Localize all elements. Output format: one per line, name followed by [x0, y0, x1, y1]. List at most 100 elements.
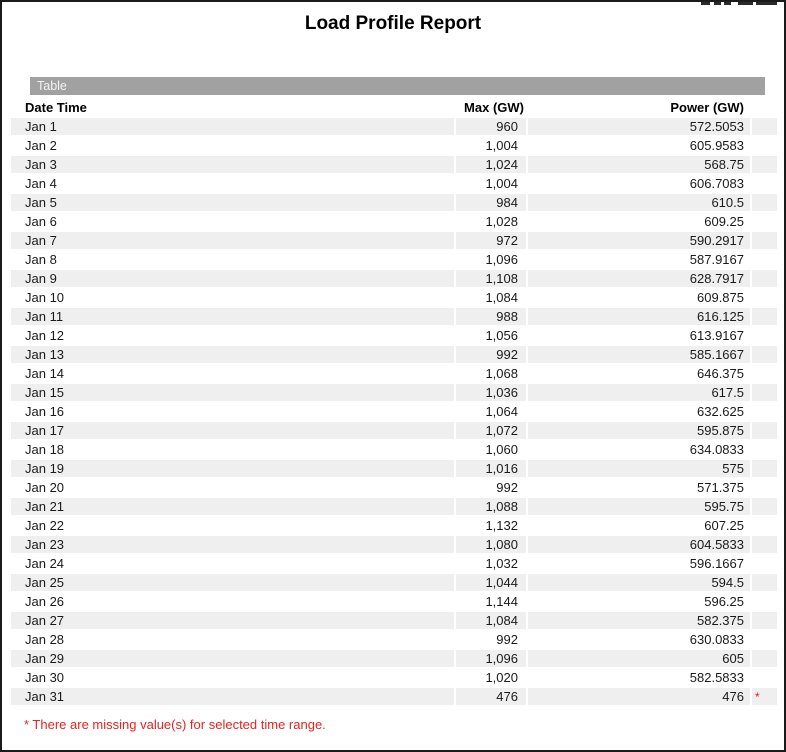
cell-power-gw: 610.5	[528, 194, 750, 211]
table-row: Jan 31 476 476 *	[11, 688, 777, 705]
cell-date-time: Jan 3	[11, 156, 454, 173]
cell-date-time: Jan 1	[11, 118, 454, 135]
cell-missing-value-marker	[752, 327, 777, 344]
report-title: Load Profile Report	[304, 13, 482, 34]
cell-missing-value-marker: *	[752, 688, 777, 705]
cell-max-gw: 988	[456, 308, 526, 325]
cell-missing-value-marker	[752, 422, 777, 439]
cell-power-gw: 590.2917	[528, 232, 750, 249]
cell-date-time: Jan 14	[25, 366, 65, 381]
cell-max-gw: 1,064	[485, 404, 518, 419]
table-row: Jan 20 992 571.375	[11, 479, 777, 496]
cell-date-time: Jan 7	[11, 232, 454, 249]
cell-max-gw: 1,080	[456, 536, 526, 553]
cell-date-time: Jan 6	[25, 214, 57, 229]
table-row: Jan 8 1,096 587.9167	[11, 251, 777, 268]
cell-power-gw: 630.0833	[689, 632, 744, 647]
cell-power-gw: 634.0833	[689, 442, 744, 457]
cell-power-gw: 476	[528, 688, 750, 705]
cell-date-time: Jan 26	[25, 594, 65, 609]
cell-missing-value-marker	[752, 536, 777, 553]
table-row: Jan 13 992 585.1667	[11, 346, 777, 363]
cell-max-gw: 1,020	[485, 670, 518, 685]
cell-date-time: Jan 24	[25, 556, 65, 571]
cell-max-gw: 1,144	[485, 594, 518, 609]
cell-max-gw: 960	[456, 118, 526, 135]
cell-power-gw: 568.75	[528, 156, 750, 173]
cell-max-gw: 1,044	[456, 574, 526, 591]
table-row: Jan 14 1,068 646.375	[11, 365, 777, 382]
clipped-text-fragment	[701, 2, 777, 5]
cell-power-gw: 605.9583	[689, 138, 744, 153]
cell-power-gw: 595.875	[528, 422, 750, 439]
cell-missing-value-marker	[752, 384, 777, 401]
table-row: Jan 19 1,016 575	[11, 460, 777, 477]
cell-missing-value-marker	[752, 232, 777, 249]
cell-missing-value-marker	[752, 403, 777, 420]
cell-max-gw: 1,016	[456, 460, 526, 477]
cell-max-gw: 984	[456, 194, 526, 211]
cell-missing-value-marker	[752, 650, 777, 667]
cell-date-time: Jan 31	[11, 688, 454, 705]
cell-missing-value-marker	[752, 213, 777, 230]
cell-max-gw: 1,096	[485, 252, 518, 267]
column-header-note	[752, 99, 777, 116]
cell-power-gw: 605	[528, 650, 750, 667]
cell-date-time: Jan 21	[11, 498, 454, 515]
load-profile-table: Date Time Max (GW) Power (GW) Jan 1 960 …	[9, 97, 779, 707]
cell-power-gw: 582.375	[528, 612, 750, 629]
cell-date-time: Jan 18	[25, 442, 65, 457]
table-row: Jan 24 1,032 596.1667	[11, 555, 777, 572]
cell-max-gw: 1,072	[456, 422, 526, 439]
cell-max-gw: 1,132	[485, 518, 518, 533]
cell-power-gw: 572.5053	[528, 118, 750, 135]
table-row: Jan 21 1,088 595.75	[11, 498, 777, 515]
table-row: Jan 26 1,144 596.25	[11, 593, 777, 610]
cell-max-gw: 1,088	[456, 498, 526, 515]
table-row: Jan 2 1,004 605.9583	[11, 137, 777, 154]
table-section-header: Table	[30, 77, 765, 95]
cell-date-time: Jan 25	[11, 574, 454, 591]
table-row: Jan 16 1,064 632.625	[11, 403, 777, 420]
column-header-max-gw: Max (GW)	[464, 100, 524, 115]
cell-missing-value-marker	[752, 289, 777, 306]
cell-date-time: Jan 27	[11, 612, 454, 629]
cell-missing-value-marker	[752, 631, 777, 648]
table-row: Jan 22 1,132 607.25	[11, 517, 777, 534]
cell-missing-value-marker	[752, 346, 777, 363]
cell-missing-value-marker	[752, 365, 777, 382]
cell-date-time: Jan 19	[11, 460, 454, 477]
cell-power-gw: 595.75	[528, 498, 750, 515]
cell-max-gw: 1,068	[485, 366, 518, 381]
table-row: Jan 18 1,060 634.0833	[11, 441, 777, 458]
table-row: Jan 10 1,084 609.875	[11, 289, 777, 306]
cell-date-time: Jan 28	[25, 632, 65, 647]
cell-power-gw: 646.375	[697, 366, 744, 381]
cell-max-gw: 1,084	[485, 290, 518, 305]
table-row: Jan 23 1,080 604.5833	[11, 536, 777, 553]
cell-power-gw: 585.1667	[528, 346, 750, 363]
table-row: Jan 27 1,084 582.375	[11, 612, 777, 629]
table-body: Jan 1 960 572.5053 Jan 2 1,004 605.9583 …	[11, 118, 777, 705]
cell-date-time: Jan 29	[11, 650, 454, 667]
cell-missing-value-marker	[752, 137, 777, 154]
cell-max-gw: 992	[456, 346, 526, 363]
cell-missing-value-marker	[752, 593, 777, 610]
cell-date-time: Jan 2	[25, 138, 57, 153]
cell-max-gw: 1,004	[485, 176, 518, 191]
table-row: Jan 11 988 616.125	[11, 308, 777, 325]
table-row: Jan 25 1,044 594.5	[11, 574, 777, 591]
cell-max-gw: 1,060	[485, 442, 518, 457]
cell-max-gw: 1,108	[456, 270, 526, 287]
cell-power-gw: 571.375	[697, 480, 744, 495]
cell-power-gw: 628.7917	[528, 270, 750, 287]
table-header-row: Date Time Max (GW) Power (GW)	[11, 99, 777, 116]
cell-date-time: Jan 20	[25, 480, 65, 495]
cell-date-time: Jan 17	[11, 422, 454, 439]
table-row: Jan 9 1,108 628.7917	[11, 270, 777, 287]
cell-max-gw: 1,032	[485, 556, 518, 571]
table-row: Jan 29 1,096 605	[11, 650, 777, 667]
cell-date-time: Jan 16	[25, 404, 65, 419]
cell-date-time: Jan 30	[25, 670, 65, 685]
